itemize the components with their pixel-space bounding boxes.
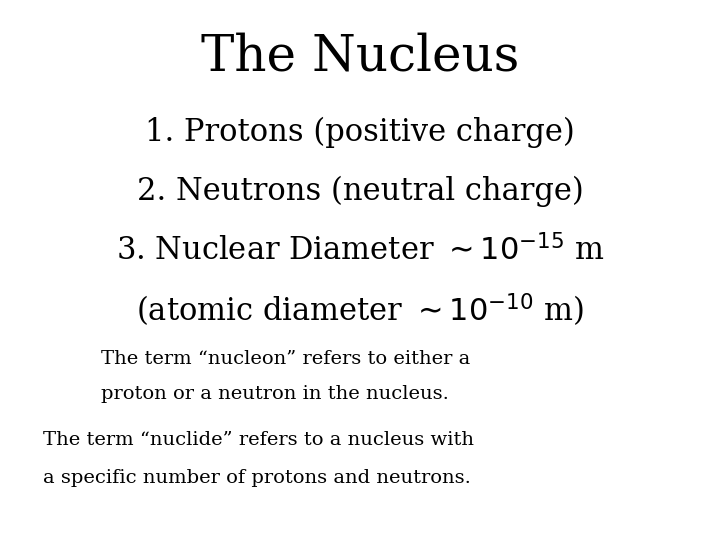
Text: a specific number of protons and neutrons.: a specific number of protons and neutron… bbox=[43, 469, 471, 487]
Text: (atomic diameter $\sim$$10^{-10}$ m): (atomic diameter $\sim$$10^{-10}$ m) bbox=[136, 292, 584, 329]
Text: 3. Nuclear Diameter $\sim$$10^{-15}$ m: 3. Nuclear Diameter $\sim$$10^{-15}$ m bbox=[116, 235, 604, 267]
Text: proton or a neutron in the nucleus.: proton or a neutron in the nucleus. bbox=[101, 385, 449, 403]
Text: 2. Neutrons (neutral charge): 2. Neutrons (neutral charge) bbox=[137, 176, 583, 207]
Text: The term “nucleon” refers to either a: The term “nucleon” refers to either a bbox=[101, 350, 470, 368]
Text: The term “nuclide” refers to a nucleus with: The term “nuclide” refers to a nucleus w… bbox=[43, 431, 474, 449]
Text: 1. Protons (positive charge): 1. Protons (positive charge) bbox=[145, 117, 575, 148]
Text: The Nucleus: The Nucleus bbox=[201, 32, 519, 82]
